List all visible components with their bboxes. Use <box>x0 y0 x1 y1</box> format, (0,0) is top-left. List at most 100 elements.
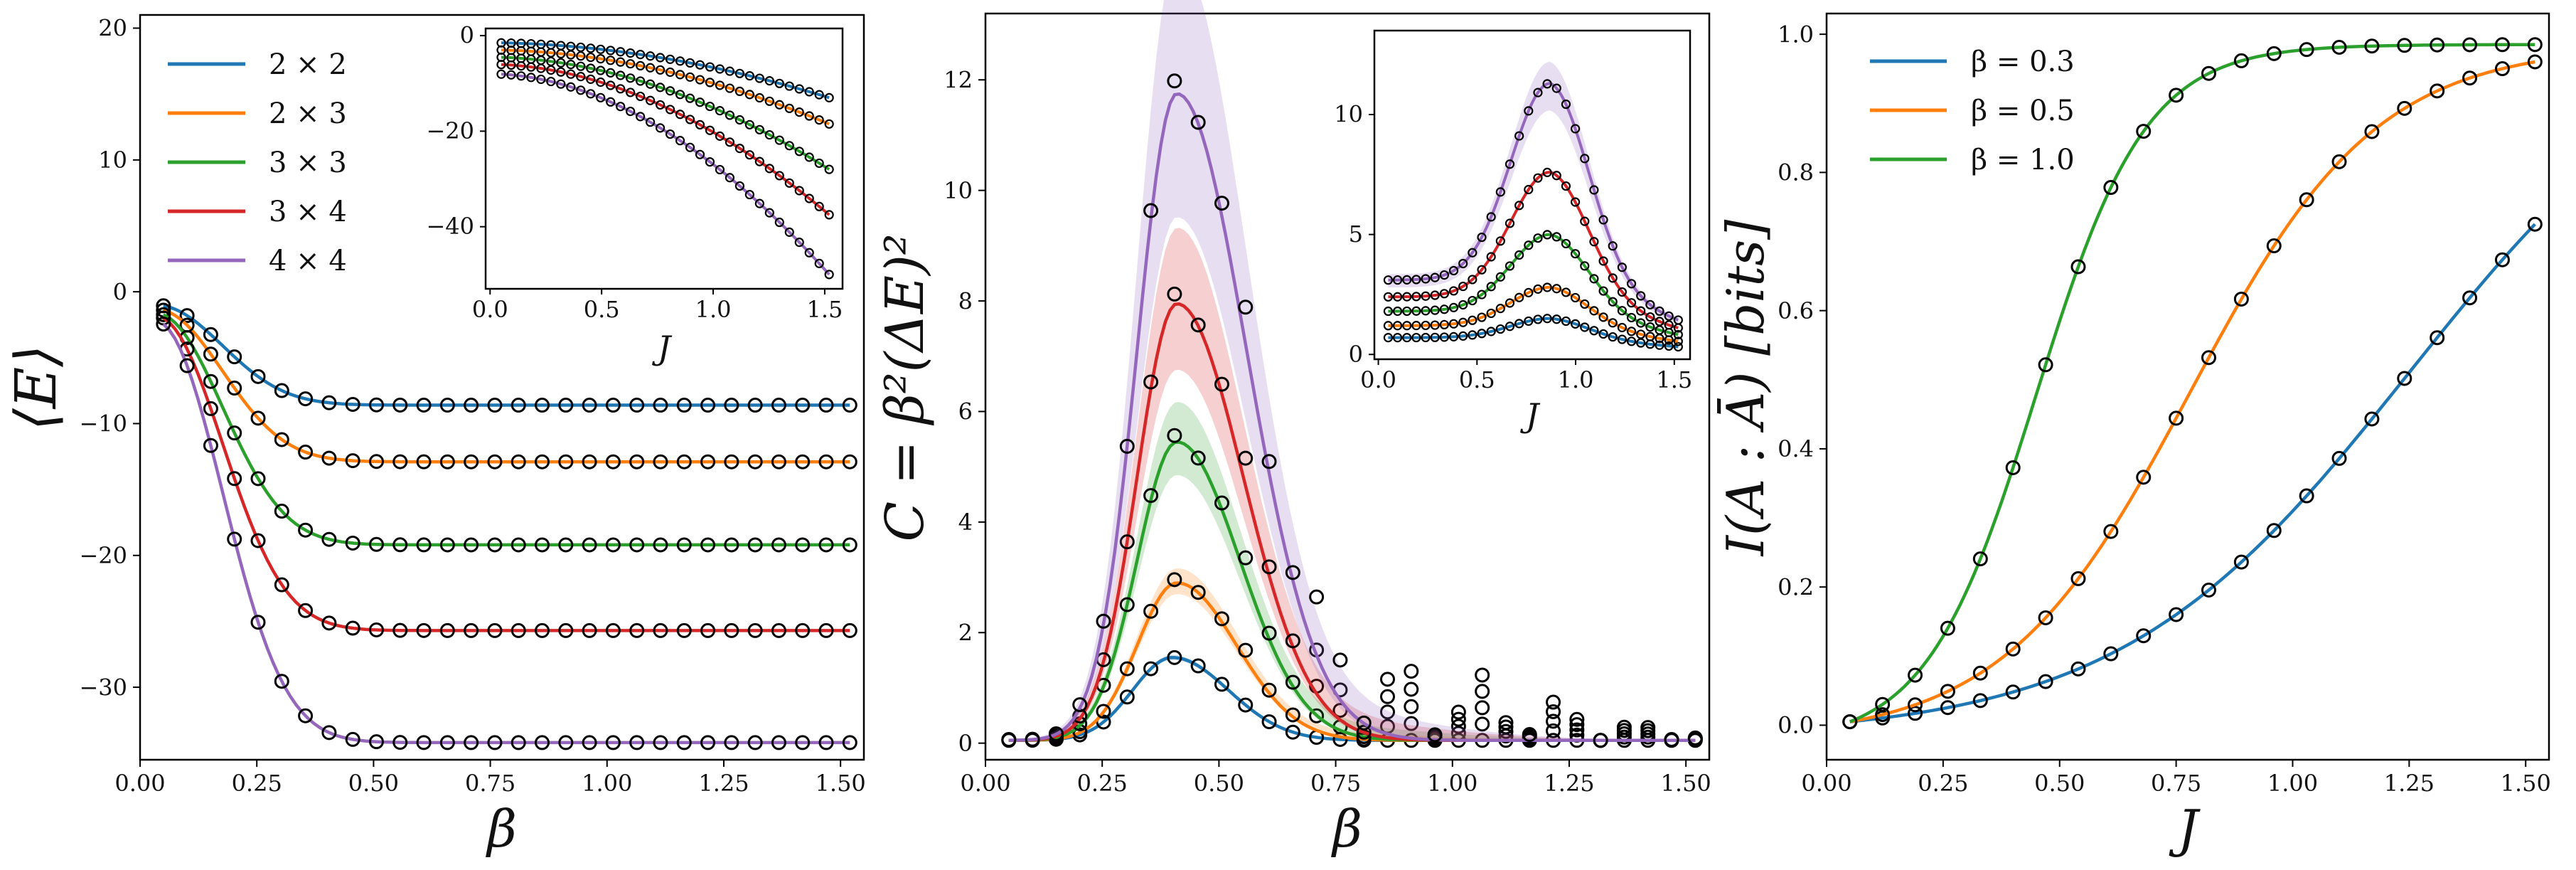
data-point <box>1332 703 1348 718</box>
inset-point <box>1524 287 1534 297</box>
inset-point <box>586 52 596 63</box>
data-point <box>298 445 314 460</box>
data-point <box>464 398 479 413</box>
inset-point <box>804 87 814 97</box>
data-point <box>416 398 432 413</box>
inset-point <box>754 73 764 83</box>
data-point <box>1972 693 1988 709</box>
data-point <box>439 398 455 413</box>
inset-point <box>1392 333 1403 343</box>
inset-point <box>1551 171 1561 181</box>
data-point <box>1285 633 1300 649</box>
inset-point <box>1580 322 1590 332</box>
data-point <box>487 735 503 750</box>
data-point <box>2103 524 2119 539</box>
inset-point <box>1392 321 1403 331</box>
data-point <box>653 398 668 413</box>
inset-point <box>1505 218 1515 228</box>
inset-point <box>626 59 636 69</box>
data-point <box>1309 589 1325 605</box>
data-point <box>298 522 314 538</box>
data-point <box>2201 350 2216 366</box>
inset-point <box>1561 238 1571 249</box>
inset-point <box>1608 331 1618 342</box>
data-point <box>1143 488 1159 504</box>
inset-point <box>715 64 725 74</box>
data-point <box>1143 661 1159 677</box>
data-point <box>1261 625 1277 641</box>
inset-point <box>1626 279 1637 289</box>
data-point <box>511 398 526 413</box>
inset-point <box>715 80 725 90</box>
inset-point <box>1495 272 1505 282</box>
inset-point <box>596 53 606 64</box>
inset-point <box>1617 334 1627 344</box>
data-point <box>298 603 314 618</box>
data-point <box>676 622 692 638</box>
data-point <box>535 398 550 413</box>
data-point <box>1940 684 1955 699</box>
inset-point <box>794 238 804 248</box>
data-point <box>1214 196 1229 211</box>
inset-point <box>1505 261 1515 271</box>
uncertainty-band <box>1008 0 1696 741</box>
x-tick-label: 0.25 <box>1077 770 1128 797</box>
data-point <box>392 537 408 553</box>
inset-point <box>1411 306 1421 316</box>
legend-label: 3 × 4 <box>269 196 347 228</box>
energy-curve <box>163 308 850 464</box>
inset-curve <box>1388 82 1679 322</box>
inset-point <box>1673 329 1683 340</box>
data-point <box>250 615 266 630</box>
inset-point <box>794 107 804 117</box>
data-point <box>1143 203 1159 218</box>
inset-x-label: J <box>1520 396 1541 435</box>
inset-point <box>734 68 744 78</box>
data-point <box>2169 87 2184 103</box>
mutual-information-panel: 0.00 0.25 0.50 0.75 1.00 1.25 1.50 0.0 0.2 0.4 0.6… <box>1716 12 2551 859</box>
inset-point <box>1542 167 1552 177</box>
data-point <box>2397 371 2412 386</box>
inset-point <box>1392 306 1403 317</box>
data-point <box>605 537 621 553</box>
data-point <box>2494 37 2510 53</box>
data-point <box>1096 704 1111 719</box>
inset-point <box>1402 292 1412 302</box>
inset-point <box>814 258 824 268</box>
inset-point <box>1617 306 1627 316</box>
data-point <box>464 454 479 470</box>
inset-point <box>1439 270 1449 280</box>
data-point <box>368 622 384 637</box>
y-tick-label: −10 <box>79 410 127 437</box>
data-point <box>1569 722 1585 738</box>
inset-point <box>1598 286 1608 296</box>
inset-point <box>715 106 725 116</box>
x-tick-label: 0.00 <box>960 770 1010 797</box>
axes-frame <box>1373 29 1691 361</box>
y-axis-label: I(A : Ā) [bits] <box>1716 219 1775 558</box>
data-point <box>2364 411 2380 427</box>
data-point <box>747 537 763 553</box>
inset-point <box>606 55 616 65</box>
data-point <box>558 735 574 750</box>
data-point <box>1404 699 1419 714</box>
inset-point <box>744 90 754 100</box>
energy-curve <box>162 322 850 745</box>
inset-point <box>526 62 536 72</box>
data-point <box>1475 684 1490 699</box>
inset-point <box>1626 298 1637 308</box>
inset-point <box>1486 327 1496 336</box>
x-tick-label: 1.0 <box>1558 366 1594 393</box>
legend-label: β = 1.0 <box>1971 144 2075 176</box>
data-point <box>2430 330 2445 346</box>
y-tick-label: 5 <box>1349 221 1363 248</box>
axes-frame <box>484 27 844 290</box>
inset-point <box>1392 275 1403 285</box>
data-point <box>1404 681 1419 697</box>
data-point <box>1498 715 1514 731</box>
data-point <box>203 373 218 389</box>
data-point <box>2005 460 2021 475</box>
x-tick-label: 1.5 <box>806 296 843 323</box>
data-point <box>487 398 503 413</box>
data-point <box>1025 731 1040 747</box>
